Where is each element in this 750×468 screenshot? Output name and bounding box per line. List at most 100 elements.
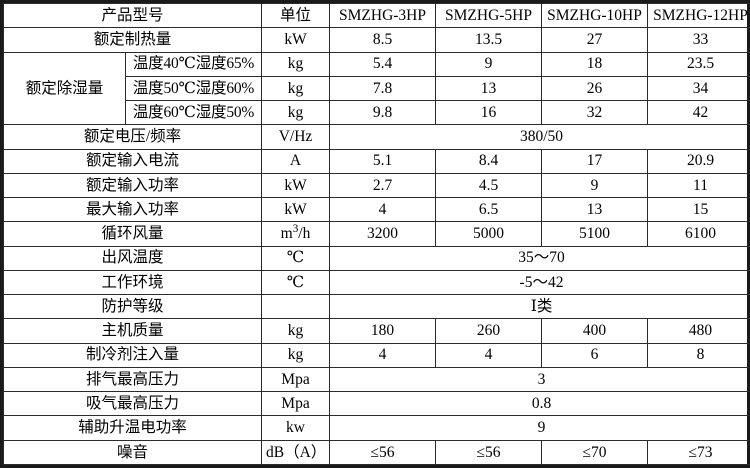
table-row: 防护等级 Ⅰ类 (2, 293, 750, 320)
table-row: 温度50℃湿度60% kg 7.8 13 26 34 (4, 75, 750, 102)
cell-value-merged: 9 (329, 415, 750, 441)
cell-value: 5000 (435, 221, 543, 247)
cell-value: 23.5 (647, 51, 750, 77)
cell-value: 4 (329, 342, 437, 368)
cell-value: 7.8 (329, 75, 437, 102)
cell-value: ≤73 (647, 439, 750, 465)
cell-value: 8 (647, 342, 750, 368)
row-unit-max-input-power: kW (261, 196, 331, 223)
row-unit-max-suction-pressure: Mpa (261, 390, 331, 417)
row-unit-unit-weight: kg (261, 318, 331, 344)
row-label-rated-input-current: 额定输入电流 (2, 148, 263, 174)
cell-value: 5.4 (329, 51, 437, 77)
cell-value-merged: 380/50 (329, 124, 750, 150)
row-unit-rated-input-power: kW (261, 172, 331, 199)
cell-value-merged: 3 (329, 366, 750, 393)
cell-value: 20.9 (647, 148, 750, 174)
cell-value: 17 (541, 148, 649, 174)
row-label-operating-environment: 工作环境 (2, 269, 263, 296)
table-row: 排气最高压力 Mpa 3 (2, 366, 750, 393)
row-unit-max-discharge-pressure: Mpa (261, 366, 331, 393)
cell-value: 6.5 (435, 196, 543, 223)
cell-value: 4 (435, 342, 543, 368)
header-model-1: SMZHG-3HP (329, 2, 437, 29)
header-model-4: SMZHG-12HP (647, 2, 750, 29)
cell-value: 9 (541, 172, 649, 199)
row-label-rated-voltage-frequency: 额定电压/频率 (2, 124, 263, 150)
row-unit-air-circulation-volume: m3/h (261, 221, 331, 247)
group-label-rated-dehumidification: 额定除湿量 (3, 51, 126, 126)
row-label-max-discharge-pressure: 排气最高压力 (2, 366, 263, 393)
sub-label-condition-60c-50rh: 温度60℃湿度50% (124, 99, 263, 126)
row-unit-rated-input-current: A (261, 148, 331, 174)
cell-value: 15 (647, 196, 750, 223)
table-row: 额定制热量 kW 8.5 13.5 27 33 (2, 27, 750, 53)
row-unit-rated-voltage-frequency: V/Hz (261, 124, 331, 150)
row-unit-protection-class (261, 293, 331, 320)
row-label-air-circulation-volume: 循环风量 (2, 221, 263, 247)
row-label-outlet-air-temperature: 出风温度 (2, 245, 263, 271)
table-row: 额定输入电流 A 5.1 8.4 17 20.9 (2, 148, 750, 174)
row-label-rated-input-power: 额定输入功率 (2, 172, 263, 199)
table-header-row: 产品型号 单位 SMZHG-3HP SMZHG-5HP SMZHG-10HP S… (2, 2, 750, 29)
table-row: 出风温度 ℃ 35～70 (2, 245, 750, 271)
cell-value: ≤56 (435, 439, 543, 465)
cell-value: ≤56 (329, 439, 437, 465)
cell-value-merged: 35～70 (329, 245, 750, 271)
cell-value: 9 (435, 51, 543, 77)
table-row: 循环风量 m3/h 3200 5000 5100 6100 (2, 221, 750, 247)
row-label-unit-weight: 主机质量 (2, 318, 263, 344)
cell-value: 27 (541, 27, 649, 53)
table-row: 噪音 dB（A） ≤56 ≤56 ≤70 ≤73 (2, 439, 750, 465)
cell-value: 26 (541, 75, 649, 102)
row-label-auxiliary-heating-power: 辅助升温电功率 (2, 415, 263, 441)
cell-value: 6100 (647, 221, 750, 247)
cell-value: 3200 (329, 221, 437, 247)
cell-value: 11 (647, 172, 750, 199)
cell-value: 13.5 (435, 27, 543, 53)
cell-value-merged: 0.8 (329, 390, 750, 417)
cell-value: 400 (541, 318, 649, 344)
table-row: 最大输入功率 kW 4 6.5 13 15 (2, 196, 750, 223)
cell-value: ≤70 (541, 439, 649, 465)
header-model-3: SMZHG-10HP (541, 2, 649, 29)
header-model-2: SMZHG-5HP (435, 2, 543, 29)
cell-value: 34 (647, 75, 750, 102)
row-unit-dehumidification-1: kg (261, 51, 331, 77)
header-unit: 单位 (261, 2, 331, 29)
cell-value-merged: Ⅰ类 (329, 293, 750, 320)
table-row: 工作环境 ℃ -5～42 (2, 269, 750, 296)
row-label-refrigerant-charge: 制冷剂注入量 (2, 342, 263, 368)
cell-value-merged: -5～42 (329, 269, 750, 296)
cell-value: 16 (435, 99, 543, 126)
cell-value: 180 (329, 318, 437, 344)
table-row: 额定输入功率 kW 2.7 4.5 9 11 (2, 172, 750, 199)
row-unit-refrigerant-charge: kg (261, 342, 331, 368)
cell-value: 42 (647, 99, 750, 126)
row-label-protection-class: 防护等级 (2, 293, 263, 320)
cell-value: 13 (541, 196, 649, 223)
cell-value: 13 (435, 75, 543, 102)
row-label-max-suction-pressure: 吸气最高压力 (2, 390, 263, 417)
row-unit-auxiliary-heating-power: kw (261, 415, 331, 441)
cell-value: 480 (647, 318, 750, 344)
table-row: 吸气最高压力 Mpa 0.8 (2, 390, 750, 417)
table-row: 制冷剂注入量 kg 4 4 6 8 (2, 342, 750, 368)
row-unit-operating-environment: ℃ (261, 269, 331, 296)
table-row: 额定电压/频率 V/Hz 380/50 (2, 124, 750, 150)
table-row: 主机质量 kg 180 260 400 480 (2, 318, 750, 344)
row-unit-outlet-air-temperature: ℃ (261, 245, 331, 271)
cell-value: 260 (435, 318, 543, 344)
cell-value: 18 (541, 51, 649, 77)
cell-value: 8.5 (329, 27, 437, 53)
sub-label-condition-50c-60rh: 温度50℃湿度60% (124, 75, 263, 102)
cell-value: 8.4 (435, 148, 543, 174)
row-label-noise: 噪音 (2, 439, 263, 465)
row-unit-dehumidification-2: kg (261, 75, 331, 102)
cell-value: 2.7 (329, 172, 437, 199)
row-label-rated-heating-capacity: 额定制热量 (2, 27, 263, 53)
table-row: 温度60℃湿度50% kg 9.8 16 32 42 (4, 99, 750, 126)
sub-label-condition-40c-65rh: 温度40℃湿度65% (124, 51, 263, 77)
